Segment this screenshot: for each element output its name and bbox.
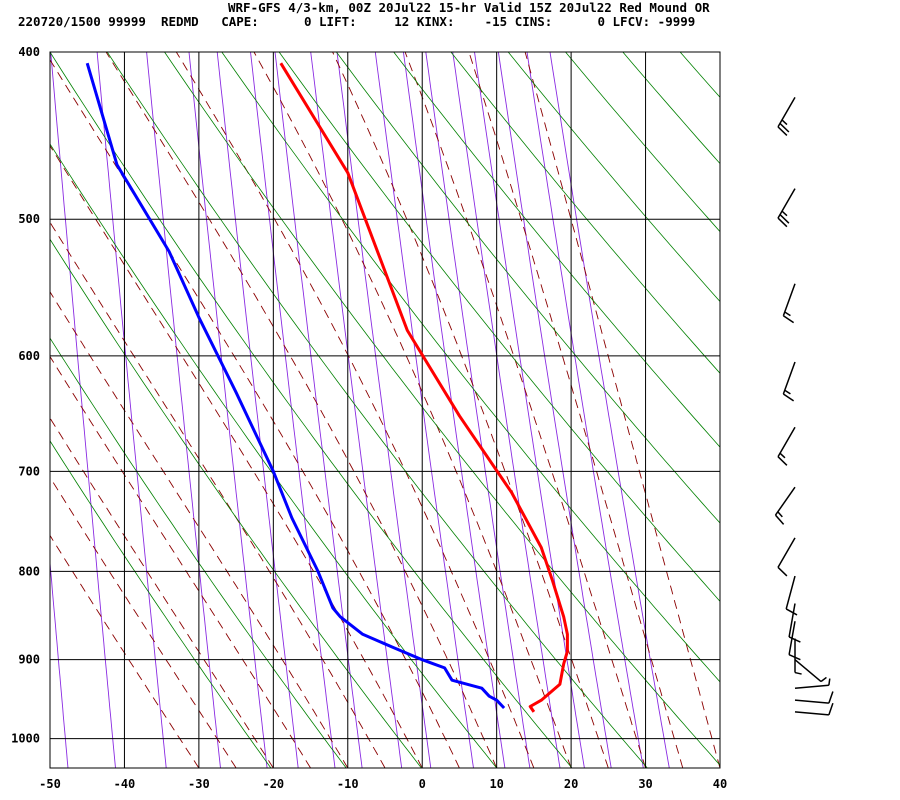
x-tick-label: 30 [638, 777, 652, 791]
dry-adiabat [795, 52, 900, 768]
wind-barb [777, 97, 796, 137]
x-tick-label: 20 [564, 777, 578, 791]
grid [49, 51, 721, 768]
wind-barb [794, 678, 831, 689]
x-tick-label: 10 [489, 777, 503, 791]
moist-adiabat [253, 52, 572, 768]
y-tick-label: 900 [18, 653, 40, 667]
moist-adiabat [50, 417, 274, 768]
mixing-ratio-line [310, 52, 403, 768]
y-axis-ticks: 400 500 600 700 800 900 1000 [11, 45, 40, 746]
mixing-ratio-line [188, 52, 268, 768]
y-tick-label: 500 [18, 212, 40, 226]
dry-adiabat [336, 52, 720, 524]
wind-barb [794, 691, 834, 704]
dry-adiabat [50, 52, 573, 768]
mixing-ratio-line [336, 52, 432, 768]
dry-adiabat [737, 52, 900, 768]
dry-adiabat [278, 52, 720, 602]
moist-adiabat [50, 144, 423, 768]
wind-barb [794, 659, 827, 683]
moist-adiabat [105, 52, 498, 768]
background-lines [0, 52, 900, 768]
wind-barb [777, 537, 796, 577]
mixing-ratio-line [50, 52, 116, 768]
mixing-ratio-line [274, 52, 363, 768]
chart-title: WRF-GFS 4/3-km, 00Z 20Jul22 15-hr Valid … [228, 0, 710, 15]
mixing-ratio-line [216, 52, 299, 768]
x-tick-label: -20 [262, 777, 284, 791]
series-layer [85, 62, 569, 713]
mixing-ratio-line [0, 52, 10, 768]
dry-adiabat [507, 52, 720, 303]
mixing-ratio-line [250, 52, 336, 768]
moist-adiabat [50, 534, 200, 768]
moist-adiabat [404, 52, 647, 768]
dry-adiabat [50, 143, 498, 768]
mixing-ratio-line [474, 52, 585, 768]
y-tick-label: 700 [18, 464, 40, 478]
moist-adiabat [50, 221, 386, 768]
dry-adiabat [622, 52, 720, 165]
dry-adiabat [106, 52, 648, 768]
mixing-ratio-line [402, 52, 506, 768]
mixing-ratio-line [526, 52, 644, 768]
dry-adiabat [221, 52, 720, 683]
mixing-ratio-line [425, 52, 531, 768]
x-tick-label: 40 [713, 777, 727, 791]
y-tick-label: 800 [18, 564, 40, 578]
y-tick-label: 400 [18, 45, 40, 59]
wind-barb [794, 702, 834, 716]
wind-barbs [774, 97, 834, 716]
mixing-ratio-line [452, 52, 561, 768]
y-tick-label: 600 [18, 349, 40, 363]
moist-adiabat [468, 52, 684, 768]
mixing-ratio-line [497, 52, 612, 768]
dewpoint-profile-line [85, 62, 506, 710]
dry-adiabat [565, 52, 720, 233]
dry-adiabat [679, 52, 720, 98]
mixing-ratio-line [374, 52, 474, 768]
plot-frame [49, 51, 721, 769]
moist-adiabat [50, 476, 237, 768]
dry-adiabat [450, 52, 720, 374]
moist-adiabat [50, 355, 311, 768]
x-tick-label: -40 [114, 777, 136, 791]
x-tick-label: -50 [39, 777, 61, 791]
wind-barb [777, 426, 796, 466]
mixing-ratio-line [549, 52, 670, 768]
wind-barb [777, 188, 796, 228]
dry-adiabat [50, 337, 347, 768]
y-tick-label: 1000 [11, 732, 40, 746]
wind-barb [782, 283, 796, 324]
wind-barb [785, 575, 798, 616]
dry-adiabat [164, 52, 720, 766]
wind-barb [774, 486, 796, 525]
dry-adiabat [50, 440, 272, 768]
wind-barb [794, 638, 802, 675]
moist-adiabat [50, 291, 349, 768]
wind-barb [782, 361, 796, 402]
dry-adiabat [50, 238, 422, 768]
x-tick-label: -30 [188, 777, 210, 791]
moist-adiabat [524, 52, 720, 768]
sounding-indices: 220720/1500 99999 REDMD CAPE: 0 LIFT: 12… [18, 14, 696, 29]
x-tick-label: 0 [419, 777, 426, 791]
temperature-profile-line [279, 62, 569, 713]
x-tick-label: -10 [337, 777, 359, 791]
mixing-ratio-line [146, 52, 221, 768]
dry-adiabat [393, 52, 720, 448]
x-axis-ticks: -50 -40 -30 -20 -10 0 10 20 30 40 [39, 777, 727, 791]
mixing-ratio-line [96, 52, 167, 768]
mixing-ratio-line [50, 557, 69, 768]
